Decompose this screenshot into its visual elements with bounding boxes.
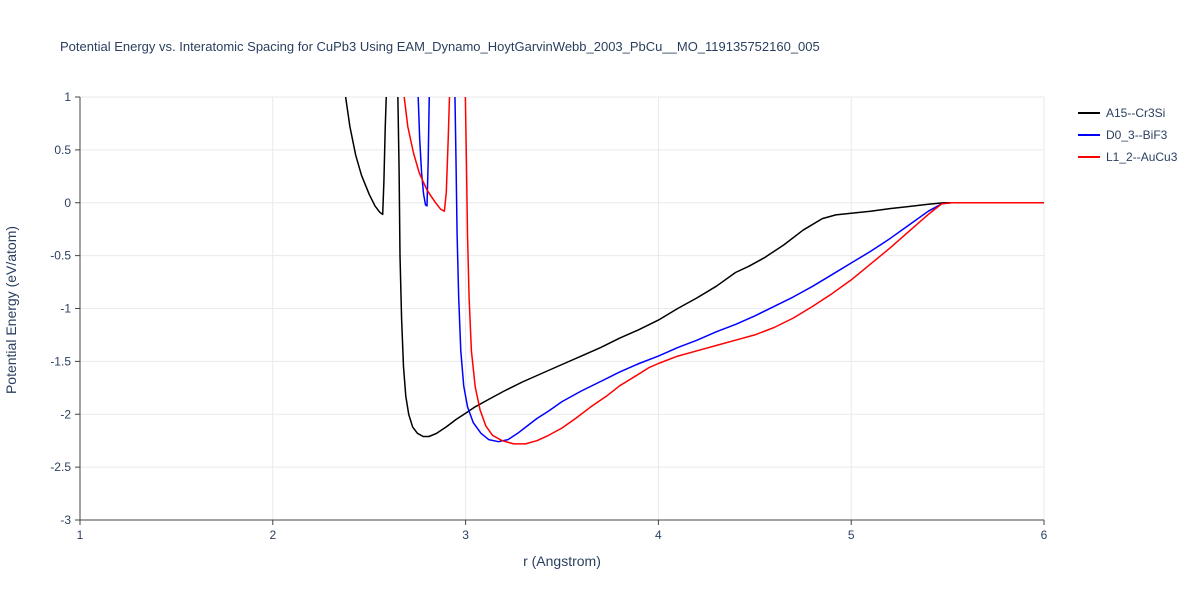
series-line-l12-aucu3 xyxy=(403,97,1044,445)
legend-line-swatch xyxy=(1078,134,1100,136)
series-line-d03-bif3 xyxy=(417,97,1044,443)
x-tick-label: 1 xyxy=(77,528,84,542)
y-tick-label: 1 xyxy=(64,90,71,104)
x-tick-label: 2 xyxy=(269,528,276,542)
legend-item-a15-cr3si[interactable]: A15--Cr3Si xyxy=(1078,106,1177,120)
x-tick-label: 4 xyxy=(655,528,662,542)
y-tick-label: 0 xyxy=(64,196,71,210)
y-tick-label: -1.5 xyxy=(50,354,71,368)
y-axis-label: Potential Energy (eV/atom) xyxy=(3,226,19,394)
legend-item-d03-bif3[interactable]: D0_3--BiF3 xyxy=(1078,128,1177,142)
series-line-a15-cr3si xyxy=(344,97,1044,438)
y-tick-label: -2.5 xyxy=(50,460,71,474)
x-tick-label: 6 xyxy=(1041,528,1048,542)
y-tick-label: -1 xyxy=(60,302,71,316)
legend-item-l12-aucu3[interactable]: L1_2--AuCu3 xyxy=(1078,150,1177,164)
legend-line-swatch xyxy=(1078,112,1100,114)
legend-label: L1_2--AuCu3 xyxy=(1106,150,1178,164)
legend-label: A15--Cr3Si xyxy=(1106,106,1166,120)
legend: A15--Cr3Si D0_3--BiF3 L1_2--AuCu3 xyxy=(1078,106,1177,172)
x-tick-label: 3 xyxy=(462,528,469,542)
legend-label: D0_3--BiF3 xyxy=(1106,128,1168,142)
chart-title: Potential Energy vs. Interatomic Spacing… xyxy=(60,39,820,54)
y-tick-label: -0.5 xyxy=(50,249,71,263)
y-tick-label: 0.5 xyxy=(54,143,71,157)
legend-line-swatch xyxy=(1078,156,1100,158)
x-tick-label: 5 xyxy=(848,528,855,542)
y-tick-label: -2 xyxy=(60,407,71,421)
y-tick-label: -3 xyxy=(60,513,71,527)
x-axis-label: r (Angstrom) xyxy=(523,553,601,569)
